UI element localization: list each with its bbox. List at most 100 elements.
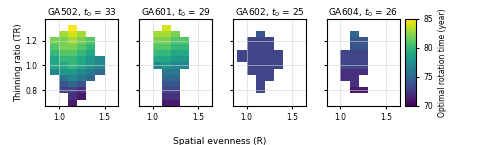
Bar <box>350 31 358 38</box>
Bar <box>246 44 256 50</box>
Bar <box>162 93 171 100</box>
Bar <box>152 56 162 62</box>
Bar <box>256 44 265 50</box>
Bar <box>162 56 171 62</box>
Bar <box>152 50 162 56</box>
Bar <box>77 81 86 87</box>
Bar <box>274 50 283 56</box>
Bar <box>162 69 171 75</box>
Bar <box>265 44 274 50</box>
Bar <box>77 44 86 50</box>
Bar <box>256 81 265 87</box>
Title: GA604, $t_{0}$ = 26: GA604, $t_{0}$ = 26 <box>328 6 398 19</box>
Bar <box>50 62 59 69</box>
Bar <box>77 31 86 38</box>
Bar <box>265 69 274 75</box>
Bar <box>171 62 180 69</box>
Bar <box>152 38 162 44</box>
Bar <box>86 44 96 50</box>
Bar <box>86 69 96 75</box>
Bar <box>265 75 274 81</box>
Title: GA502, $t_{0}$ = 33: GA502, $t_{0}$ = 33 <box>47 6 116 19</box>
Bar <box>171 31 180 38</box>
Bar <box>171 50 180 56</box>
Bar <box>350 81 358 87</box>
Bar <box>59 44 68 50</box>
Bar <box>350 75 358 81</box>
Bar <box>50 38 59 44</box>
Bar <box>358 56 368 62</box>
Bar <box>96 62 104 69</box>
Bar <box>350 87 358 93</box>
Bar <box>256 31 265 38</box>
Bar <box>350 56 358 62</box>
Bar <box>256 75 265 81</box>
Bar <box>246 50 256 56</box>
Bar <box>238 56 246 62</box>
Bar <box>96 69 104 75</box>
Bar <box>59 31 68 38</box>
Bar <box>256 87 265 93</box>
Bar <box>68 93 77 100</box>
Bar <box>238 50 246 56</box>
Bar <box>77 87 86 93</box>
Bar <box>162 62 171 69</box>
Bar <box>171 87 180 93</box>
Bar <box>256 56 265 62</box>
Bar <box>152 31 162 38</box>
Bar <box>350 38 358 44</box>
Title: GA602, $t_{0}$ = 25: GA602, $t_{0}$ = 25 <box>234 6 304 19</box>
Bar <box>180 38 190 44</box>
Bar <box>59 87 68 93</box>
Bar <box>86 75 96 81</box>
Bar <box>256 50 265 56</box>
Bar <box>256 62 265 69</box>
Bar <box>265 62 274 69</box>
Bar <box>358 38 368 44</box>
Bar <box>358 50 368 56</box>
Y-axis label: Optimal rotation time (year): Optimal rotation time (year) <box>438 8 446 117</box>
Bar <box>50 44 59 50</box>
Bar <box>77 56 86 62</box>
Bar <box>358 69 368 75</box>
Bar <box>246 56 256 62</box>
Bar <box>265 38 274 44</box>
Bar <box>162 31 171 38</box>
Bar <box>50 50 59 56</box>
Bar <box>59 81 68 87</box>
Bar <box>274 62 283 69</box>
Bar <box>162 38 171 44</box>
Bar <box>171 93 180 100</box>
Bar <box>162 100 171 106</box>
Bar <box>68 69 77 75</box>
Bar <box>171 44 180 50</box>
Bar <box>358 87 368 93</box>
Bar <box>358 44 368 50</box>
Bar <box>265 50 274 56</box>
Bar <box>152 44 162 50</box>
Bar <box>350 69 358 75</box>
Bar <box>68 31 77 38</box>
Bar <box>68 56 77 62</box>
Bar <box>350 44 358 50</box>
Text: Spatial evenness (R): Spatial evenness (R) <box>174 137 266 145</box>
Bar <box>59 56 68 62</box>
Bar <box>162 87 171 93</box>
Bar <box>86 62 96 69</box>
Bar <box>162 81 171 87</box>
Bar <box>50 56 59 62</box>
Bar <box>171 69 180 75</box>
Bar <box>180 50 190 56</box>
Bar <box>171 38 180 44</box>
Bar <box>59 38 68 44</box>
Bar <box>96 56 104 62</box>
Bar <box>68 44 77 50</box>
Bar <box>171 100 180 106</box>
Bar <box>171 56 180 62</box>
Bar <box>171 75 180 81</box>
Bar <box>77 50 86 56</box>
Bar <box>171 81 180 87</box>
Bar <box>68 100 77 106</box>
Bar <box>86 56 96 62</box>
Bar <box>340 56 349 62</box>
